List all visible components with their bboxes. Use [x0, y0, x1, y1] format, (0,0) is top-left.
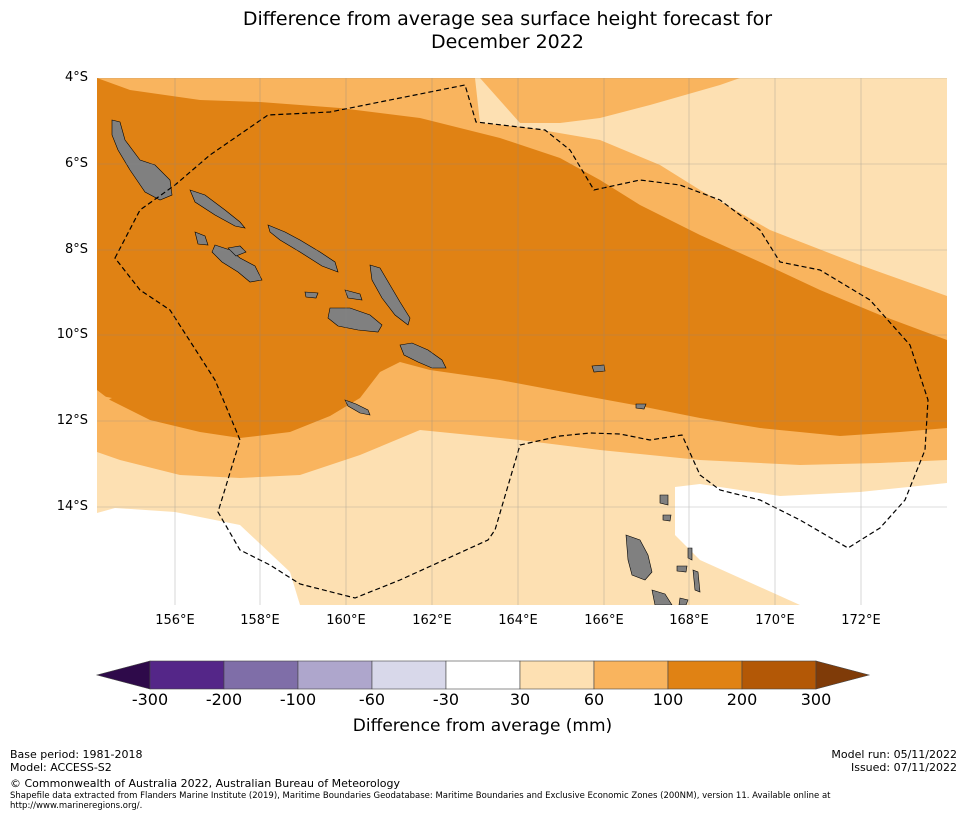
lon-label-162e: 162°E	[412, 613, 452, 628]
graticule	[97, 78, 947, 605]
island-malekula	[651, 589, 673, 605]
island-small-1	[227, 245, 247, 257]
island-guadalcanal	[327, 307, 383, 333]
colorbar-bin-8	[667, 660, 743, 690]
footer-copyright: © Commonwealth of Australia 2022, Austra…	[10, 777, 400, 790]
colorbar-bin-3	[297, 660, 373, 690]
lon-label-164e: 164°E	[498, 613, 538, 628]
lat-label-12s: 12°S	[56, 413, 88, 428]
colorbar-bin-4	[371, 660, 447, 690]
colorbar-tick: -30	[432, 690, 460, 709]
colorbar-tick: 100	[652, 690, 684, 709]
map-panel	[97, 78, 947, 605]
island-florida	[304, 291, 319, 299]
footer-shapefile-credit: Shapefile data extracted from Flanders M…	[10, 791, 831, 801]
island-banks	[659, 494, 669, 506]
colorbar-tick: 60	[583, 690, 605, 709]
island-bougainville	[111, 119, 173, 201]
island-makira	[399, 342, 447, 369]
island-maewo	[687, 547, 693, 561]
island-santa-isabel	[267, 224, 339, 273]
colorbar-bin-2	[223, 660, 299, 690]
colorbar-tick: 300	[800, 690, 832, 709]
island-espiritu-santo	[625, 534, 653, 581]
lon-label-172e: 172°E	[841, 613, 881, 628]
anomaly-near-average-corner	[97, 508, 300, 605]
island-santa-cruz	[591, 364, 606, 373]
island-small-2	[635, 403, 647, 410]
island-rennell	[344, 399, 371, 416]
lat-label-4s: 4°S	[64, 70, 88, 85]
colorbar-tick: -100	[279, 690, 317, 709]
lon-label-158e: 158°E	[240, 613, 280, 628]
lat-label-10s: 10°S	[56, 327, 88, 342]
lon-label-170e: 170°E	[755, 613, 795, 628]
island-small-4	[678, 597, 689, 605]
eez-boundary-group	[114, 84, 929, 599]
anomaly-60-100-patch	[97, 395, 112, 405]
anomaly-100-200-region	[97, 78, 947, 438]
island-malaita	[369, 264, 411, 326]
lon-label-168e: 168°E	[669, 613, 709, 628]
island-pentecost	[692, 569, 701, 593]
island-new-georgia	[194, 231, 209, 246]
lon-label-156e: 156°E	[155, 613, 195, 628]
anomaly-near-average-region	[675, 483, 947, 605]
colorbar-tick: -60	[358, 690, 386, 709]
landmass-group	[111, 119, 701, 605]
colorbar-extend-max	[815, 660, 871, 690]
colorbar-tick: 30	[509, 690, 531, 709]
island-small-3	[662, 514, 672, 522]
lon-label-166e: 166°E	[584, 613, 624, 628]
lon-label-160e: 160°E	[326, 613, 366, 628]
island-ambae	[676, 565, 688, 573]
colorbar-tick: 200	[726, 690, 758, 709]
footer-base-period: Base period: 1981-2018	[10, 748, 143, 761]
island-russell	[344, 289, 363, 301]
colorbar-bin-7	[593, 660, 669, 690]
footer-model-run: Model run: 05/11/2022	[831, 748, 957, 761]
colorbar-bin-6	[519, 660, 595, 690]
colorbar-tick: -200	[205, 690, 243, 709]
lat-label-14s: 14°S	[56, 499, 88, 514]
colorbar-tick: -300	[131, 690, 169, 709]
title-line-1: Difference from average sea surface heig…	[242, 8, 773, 30]
title-line-2: December 2022	[431, 31, 584, 53]
eez-boundary-solomon	[114, 84, 929, 599]
footer-issued: Issued: 07/11/2022	[850, 761, 957, 774]
lat-label-6s: 6°S	[64, 156, 88, 171]
colorbar-label: Difference from average (mm)	[352, 716, 613, 736]
footer-shapefile-url: http://www.marineregions.org/.	[10, 801, 143, 811]
lat-label-8s: 8°S	[64, 242, 88, 257]
map-title: Difference from average sea surface heig…	[0, 8, 965, 54]
anomaly-30-60-patch	[365, 568, 412, 598]
colorbar-bin-5	[445, 660, 521, 690]
island-choiseul	[189, 189, 246, 229]
colorbar	[95, 660, 871, 690]
footer-model: Model: ACCESS-S2	[10, 761, 112, 774]
colorbar-bin-1	[149, 660, 225, 690]
colorbar-bin-9	[741, 660, 817, 690]
colorbar-extend-min	[95, 660, 151, 690]
